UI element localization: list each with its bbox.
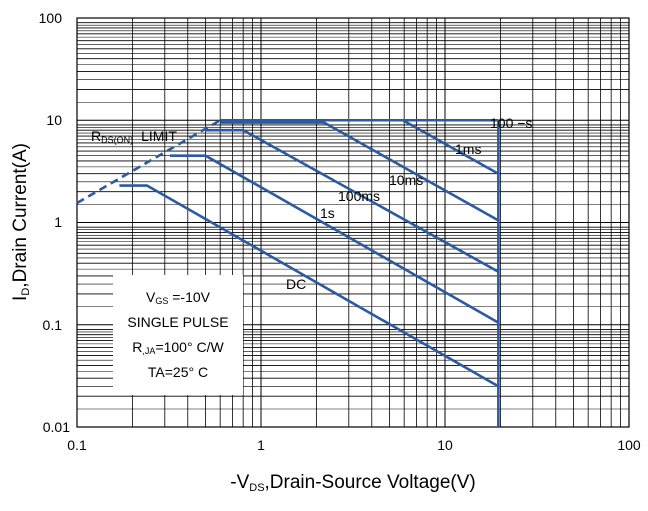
x-axis-label-prefix: -V (230, 472, 249, 493)
info-box-bg (113, 275, 243, 395)
y-axis-label: ID,Drain Current(A) (10, 143, 32, 301)
series-10ms (220, 121, 500, 222)
y-tick-label: 0.01 (43, 419, 70, 435)
info-vgs-rest: =-10V (168, 289, 210, 305)
x-axis-label-rest: ,Drain-Source Voltage(V) (265, 472, 476, 493)
y-tick-label: 1 (54, 214, 62, 230)
x-tick-label: 100 (617, 437, 641, 453)
label-100ms: 100ms (338, 188, 380, 204)
rds-label-main: R (91, 128, 101, 144)
info-pulse: SINGLE PULSE (127, 314, 228, 330)
y-axis-label-prefix: I (10, 296, 31, 301)
y-axis-label-rest: ,Drain Current(A) (10, 143, 31, 288)
rds-limit-line (76, 119, 221, 205)
rds-label-rest: LIMIT (141, 128, 177, 144)
info-vgs-main: V (146, 289, 156, 305)
x-axis-label-sub: DS (249, 482, 264, 494)
info-ta: TA=25° C (148, 364, 208, 380)
label-1s: 1s (320, 205, 335, 221)
x-tick-label: 10 (437, 437, 453, 453)
rds-limit-label: RDS(ON) LIMIT (91, 128, 177, 145)
y-tick-label: 100 (39, 10, 63, 26)
annotations: RDS(ON) LIMIT 100 −s 1ms 10ms 100ms 1s DC (91, 115, 532, 292)
info-vgs: VGS =-10V (146, 289, 211, 306)
x-axis-label: -VDS,Drain-Source Voltage(V) (230, 472, 476, 494)
label-DC: DC (286, 276, 306, 292)
label-1ms: 1ms (455, 141, 481, 157)
series-1ms (316, 118, 500, 175)
info-rth-rest: =100° C/W (155, 339, 224, 355)
label-100us: 100 −s (490, 115, 532, 131)
y-tick-label: 10 (46, 112, 62, 128)
y-axis-label-sub: D (20, 288, 32, 296)
series-layer (76, 118, 500, 427)
x-tick-label: 1 (257, 437, 265, 453)
y-tick-labels: 100 10 1 0.1 0.01 (39, 10, 71, 435)
series-100ms (205, 128, 499, 273)
x-tick-labels: 0.1 1 10 100 (67, 437, 641, 453)
info-rth-main: R (132, 339, 142, 355)
info-rth: R,JA=100° C/W (132, 339, 224, 356)
grid (76, 18, 629, 428)
rds-label-sub: DS(ON) (101, 135, 133, 145)
info-vgs-sub: GS (155, 296, 168, 306)
series-dc (119, 184, 500, 388)
x-tick-label: 0.1 (67, 437, 87, 453)
series-1s (169, 154, 500, 324)
y-tick-label: 0.1 (43, 317, 63, 333)
plot-frame (76, 17, 630, 428)
label-10ms: 10ms (389, 172, 423, 188)
info-box: VGS =-10V SINGLE PULSE R,JA=100° C/W TA=… (113, 275, 243, 395)
info-rth-sub: ,JA (142, 346, 155, 356)
